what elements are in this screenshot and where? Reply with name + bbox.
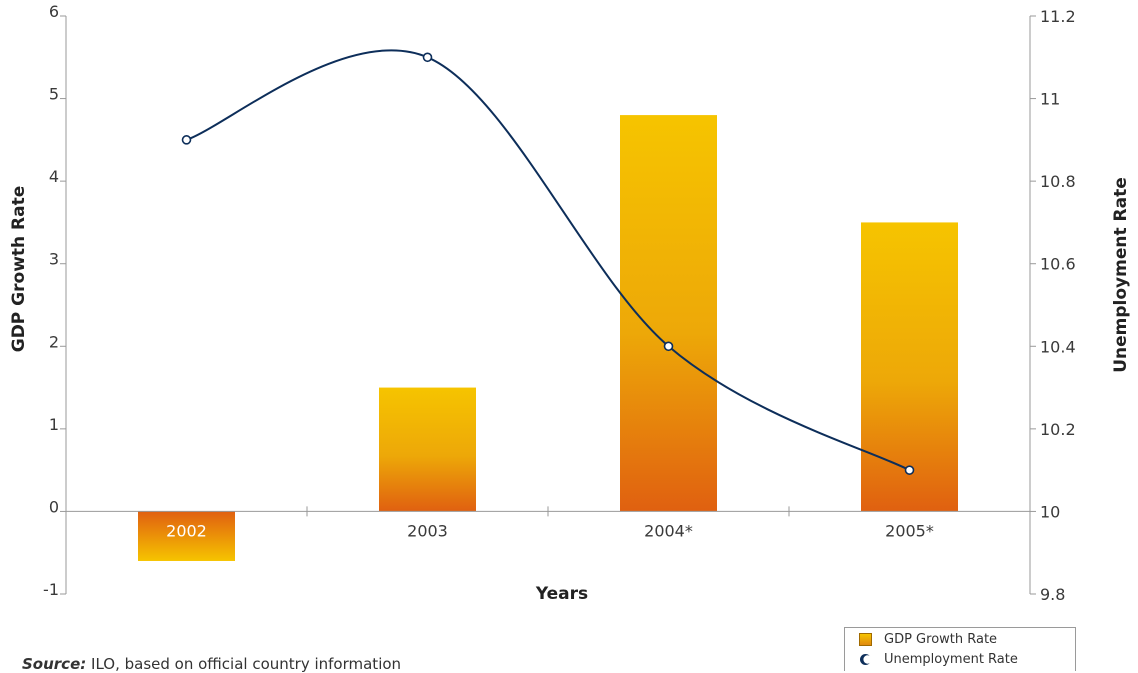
axes: [60, 15, 1036, 595]
y2-tick-label: 9.8: [1040, 585, 1065, 604]
y2-tick-label: 10.2: [1040, 420, 1076, 439]
y2-tick-label: 10: [1040, 502, 1060, 521]
y2-axis-title: Unemployment Rate: [1111, 177, 1131, 373]
x-tick-label: 2002: [166, 521, 207, 540]
y-tick-label: 1: [49, 415, 59, 434]
y-tick-label: -1: [43, 580, 59, 599]
bar-swatch-icon: [859, 632, 872, 646]
legend-item-unemployment: Unemployment Rate: [859, 650, 1075, 668]
y-tick-label: 2: [49, 332, 59, 351]
source-note: Source: ILO, based on official country i…: [22, 655, 401, 673]
source-text: ILO, based on official country informati…: [91, 655, 402, 673]
unemployment-point-2004*: [663, 341, 674, 352]
legend: GDP Growth Rate Unemployment Rate: [844, 627, 1076, 671]
line-series: [181, 49, 915, 475]
bar-2002: [138, 511, 235, 561]
y-tick-label: 3: [49, 250, 59, 269]
y2-tick-label: 10.4: [1040, 337, 1076, 356]
x-axis-title: Years: [535, 584, 588, 604]
y-tick-label: 5: [49, 85, 59, 104]
y2-tick-label: 10.8: [1040, 172, 1076, 191]
legend-item-gdp: GDP Growth Rate: [859, 630, 1075, 648]
y-tick-label: 0: [49, 497, 59, 516]
legend-label-unemployment: Unemployment Rate: [884, 651, 1018, 667]
y2-tick-label: 11.2: [1040, 7, 1076, 26]
tick-labels: -1 0 1 2 3 4 5 6 9.8 10 10.2 10.4 10.6 10.8 11 11.2 2002…: [43, 2, 1076, 604]
legend-label-gdp: GDP Growth Rate: [884, 631, 998, 647]
unemployment-point-2002: [181, 135, 192, 145]
y-tick-label: 4: [49, 167, 59, 186]
x-tick-label: 2004*: [644, 521, 693, 540]
unemployment-point-2003: [422, 52, 433, 63]
bar-2005*: [861, 222, 958, 512]
unemployment-line: [186, 49, 910, 472]
y2-tick-label: 11: [1040, 90, 1060, 109]
bar-2003: [379, 387, 476, 512]
crescent-marker-icon: [860, 653, 872, 665]
y-tick-label: 6: [49, 2, 59, 21]
bar-2004*: [620, 115, 717, 512]
x-tick-label: 2005*: [885, 521, 934, 540]
bar-series: [138, 115, 958, 561]
y-axis-title: GDP Growth Rate: [9, 186, 29, 353]
y2-tick-label: 10.6: [1040, 255, 1076, 274]
unemployment-point-2005*: [904, 465, 915, 475]
x-tick-label: 2003: [407, 521, 448, 540]
source-label: Source:: [22, 655, 87, 673]
